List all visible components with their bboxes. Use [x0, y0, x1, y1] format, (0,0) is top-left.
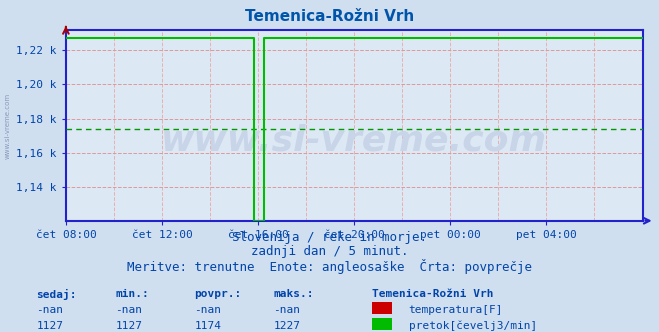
Text: www.si-vreme.com: www.si-vreme.com — [161, 124, 547, 158]
Text: povpr.:: povpr.: — [194, 289, 242, 299]
Text: min.:: min.: — [115, 289, 149, 299]
Text: 1227: 1227 — [273, 321, 301, 331]
Text: -nan: -nan — [273, 305, 301, 315]
Text: Slovenija / reke in morje.: Slovenija / reke in morje. — [232, 231, 427, 244]
Text: -nan: -nan — [115, 305, 142, 315]
Text: www.si-vreme.com: www.si-vreme.com — [5, 93, 11, 159]
Text: 1127: 1127 — [36, 321, 63, 331]
Text: maks.:: maks.: — [273, 289, 314, 299]
Text: -nan: -nan — [194, 305, 221, 315]
Text: -nan: -nan — [36, 305, 63, 315]
Text: temperatura[F]: temperatura[F] — [409, 305, 503, 315]
Text: 1174: 1174 — [194, 321, 221, 331]
Text: sedaj:: sedaj: — [36, 289, 76, 300]
Text: Temenica-Rožni Vrh: Temenica-Rožni Vrh — [372, 289, 494, 299]
Text: Meritve: trenutne  Enote: angleosaške  Črta: povprečje: Meritve: trenutne Enote: angleosaške Črt… — [127, 259, 532, 274]
Text: pretok[čevelj3/min]: pretok[čevelj3/min] — [409, 321, 537, 331]
Text: 1127: 1127 — [115, 321, 142, 331]
Text: Temenica-Rožni Vrh: Temenica-Rožni Vrh — [245, 9, 414, 24]
Text: zadnji dan / 5 minut.: zadnji dan / 5 minut. — [251, 245, 408, 258]
